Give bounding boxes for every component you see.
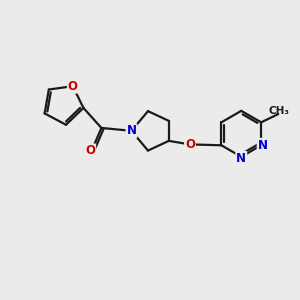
Text: N: N — [236, 152, 246, 165]
Text: O: O — [185, 138, 195, 151]
Text: CH₃: CH₃ — [268, 106, 289, 116]
Text: N: N — [258, 139, 268, 152]
Text: O: O — [68, 80, 78, 93]
Text: O: O — [85, 144, 95, 158]
Text: N: N — [127, 124, 136, 137]
